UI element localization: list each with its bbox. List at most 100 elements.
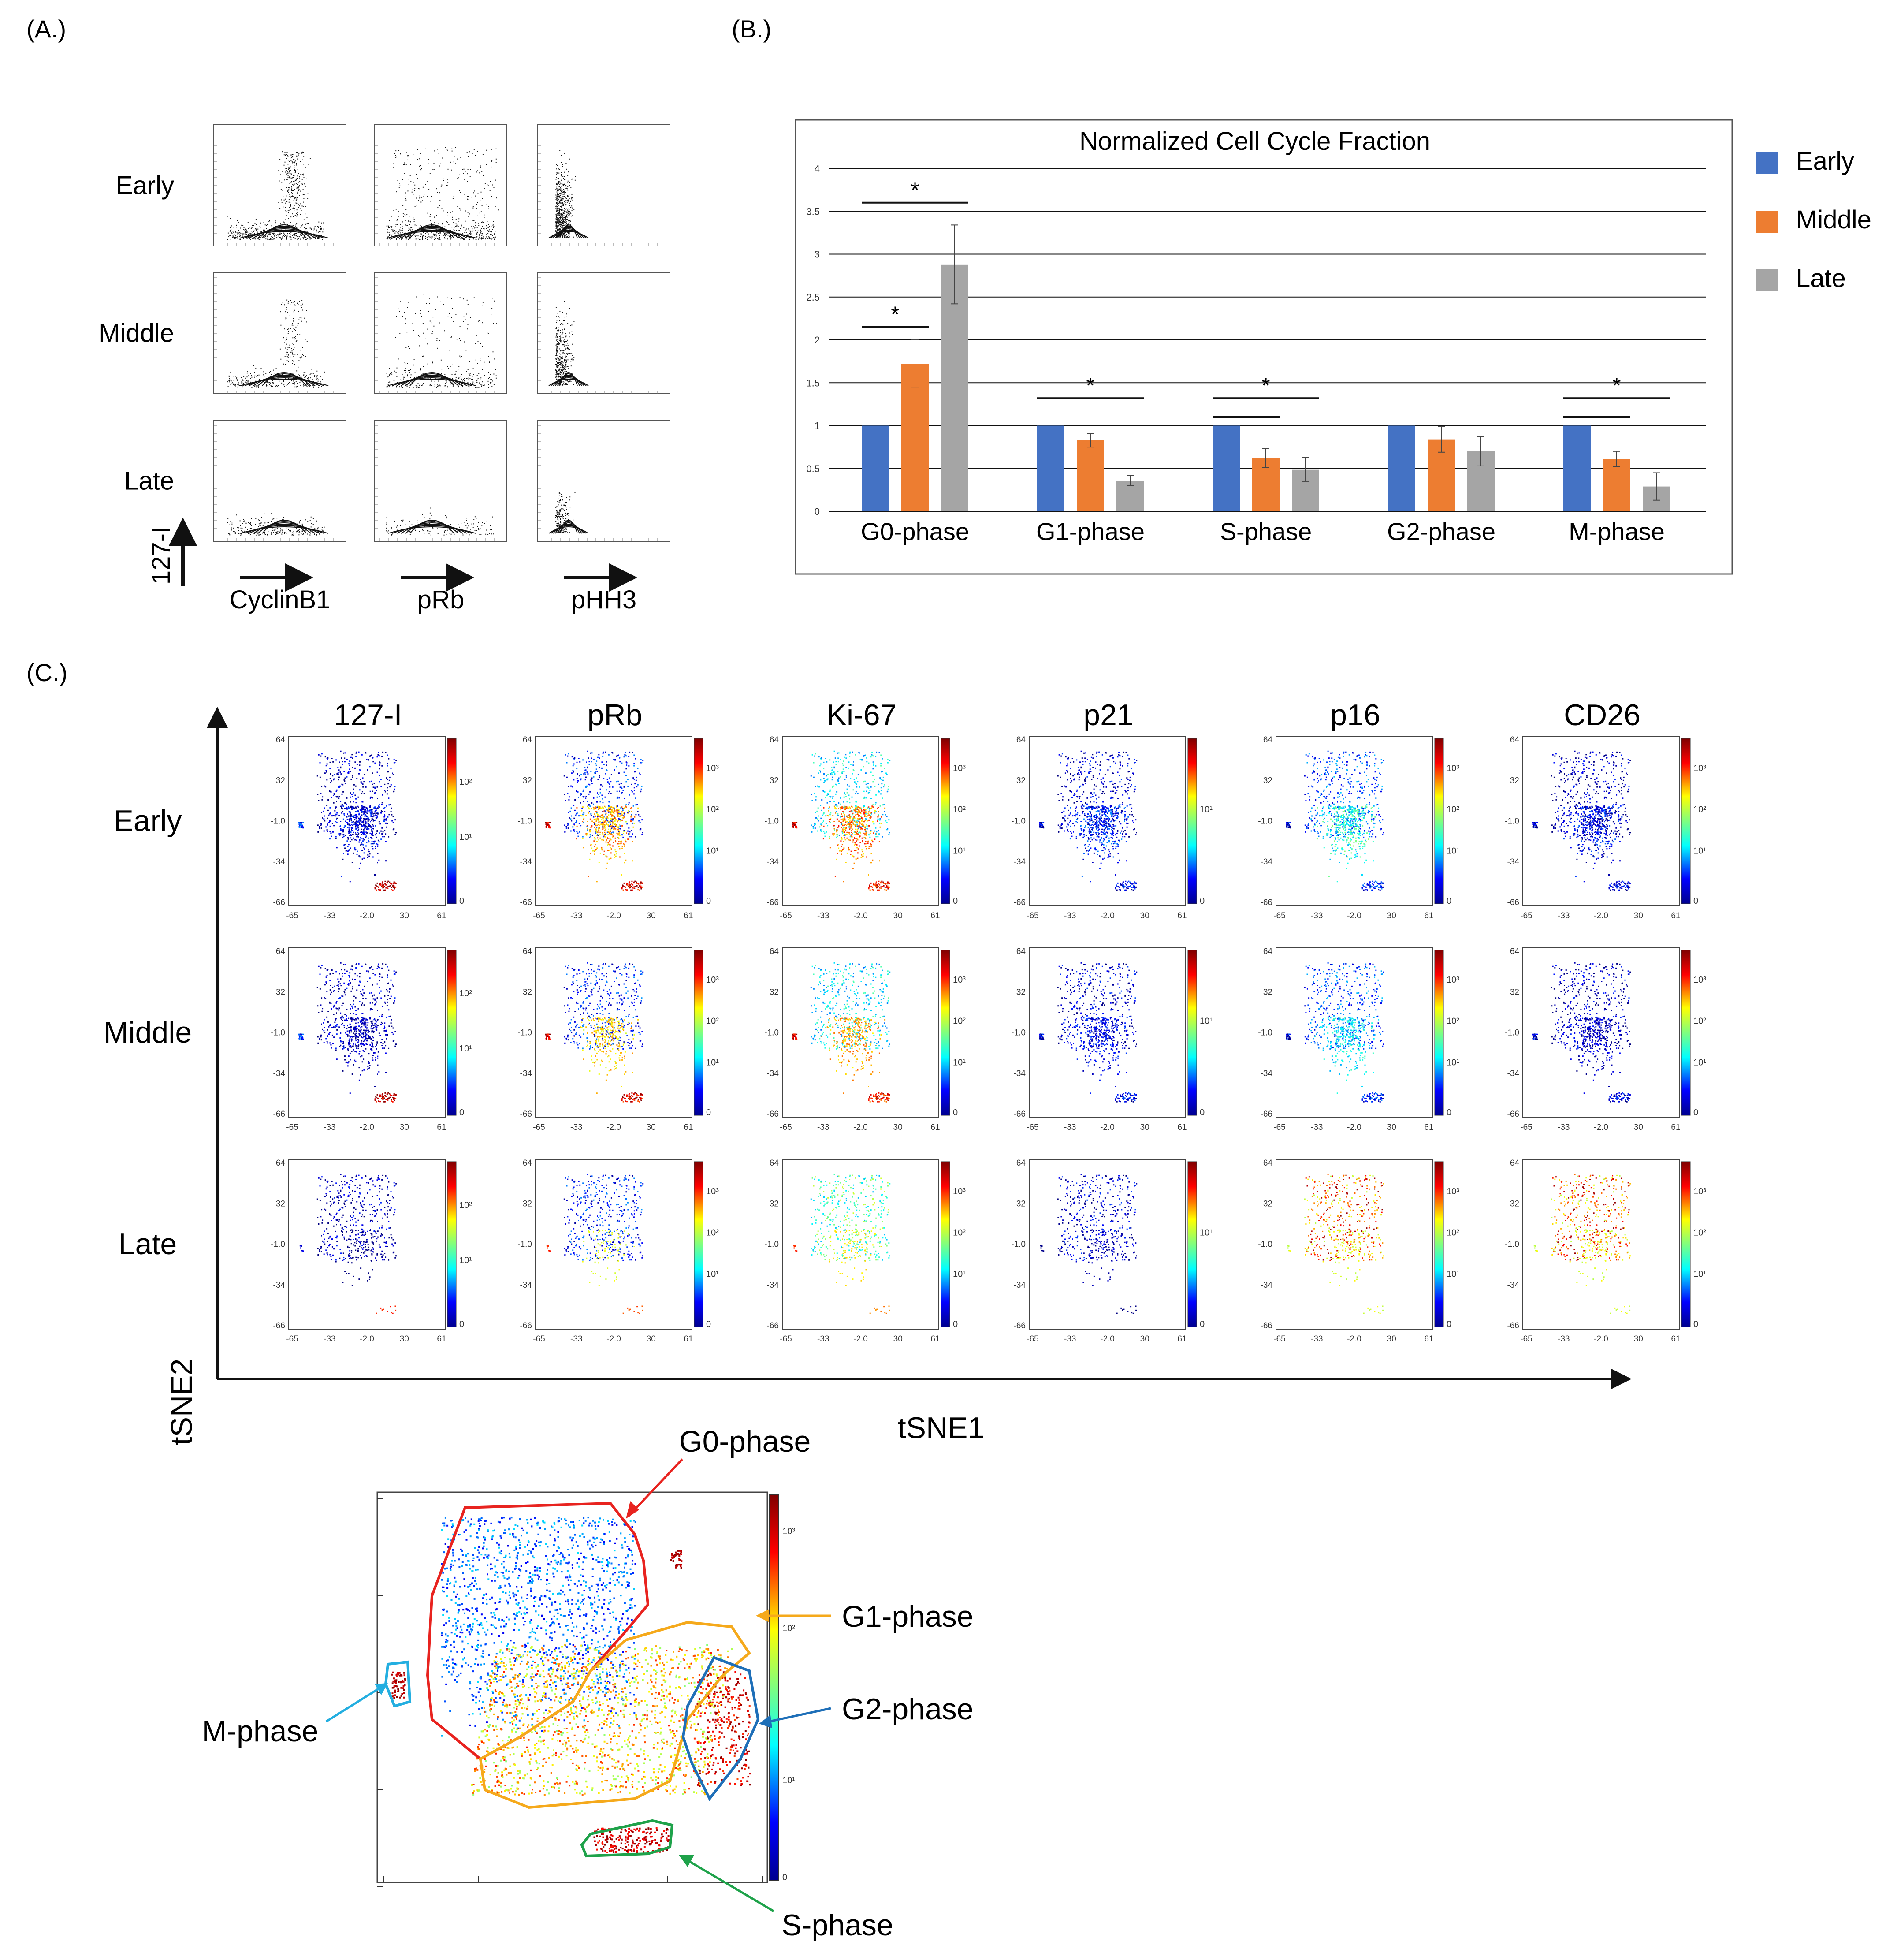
legend-swatch-early (1756, 152, 1778, 174)
tsne-points (1358, 1027, 1359, 1029)
tsne-points (837, 1194, 843, 1197)
tsne-points (1327, 767, 1329, 769)
tsne-points (1381, 882, 1383, 884)
tsne-points (792, 826, 794, 827)
tsne-y-tick: -34 (1014, 857, 1026, 867)
tsne-y-tick: -34 (1014, 1069, 1026, 1078)
tsne-points (875, 1094, 877, 1096)
tsne-points (378, 1178, 380, 1180)
tsne-points (1351, 812, 1353, 813)
tsne-points (392, 1098, 394, 1099)
tsne-points (615, 1068, 616, 1069)
tsne-points (591, 1271, 593, 1272)
tsne-points (567, 1251, 569, 1252)
tsne-points (576, 968, 610, 1033)
tsne-points (379, 1094, 381, 1096)
tsne-points (592, 1018, 594, 1020)
panel-a-col-label-prb: pRb (417, 585, 464, 614)
tsne-points (844, 1005, 846, 1007)
tsne-points (1104, 852, 1105, 854)
tsne-points (1615, 833, 1617, 835)
tsne-points (1381, 1094, 1383, 1096)
tsne-points (866, 1036, 867, 1037)
tsne-points (589, 830, 591, 831)
tsne-points (346, 1033, 348, 1035)
tsne-points (878, 1052, 880, 1054)
tsne-points (1326, 761, 1328, 763)
tsne-points (840, 1226, 841, 1228)
tsne-points (1339, 834, 1340, 835)
tsne-points (866, 824, 867, 826)
tsne-y-tick: 64 (523, 735, 532, 745)
tsne-points (619, 824, 621, 826)
tsne-points (1109, 810, 1111, 812)
tsne-y-tick: 32 (1016, 776, 1026, 785)
tsne-points (632, 822, 633, 824)
tsne-points (598, 834, 600, 835)
tsne-points (301, 1245, 302, 1247)
tsne-points (1364, 1094, 1365, 1096)
tsne-points (1367, 1096, 1369, 1097)
tsne-points (640, 1097, 642, 1099)
tsne-points (821, 799, 823, 801)
tsne-points (811, 824, 812, 826)
tsne-points (609, 1229, 610, 1230)
tsne-points (336, 1245, 338, 1247)
tsne-points (298, 1033, 300, 1035)
tsne-points (1335, 1040, 1337, 1042)
tsne-points (605, 1237, 607, 1239)
tsne-points (822, 1026, 823, 1028)
tsne-points (869, 1001, 871, 1003)
tsne-points (355, 1225, 357, 1227)
tsne-y-tick: 32 (770, 987, 779, 997)
tsne-points (628, 804, 629, 805)
tsne-points (846, 1043, 848, 1045)
tsne-points (571, 1027, 572, 1028)
tsne-points (858, 1034, 860, 1036)
tsne-points (1377, 804, 1379, 805)
tsne-x-tick: 61 (684, 911, 693, 920)
tsne-x-tick: 30 (647, 1123, 656, 1132)
contour-line (253, 375, 316, 386)
tsne-points (1102, 807, 1104, 809)
tsne-points (1372, 963, 1374, 965)
tsne-points (394, 1305, 396, 1307)
tsne-points (587, 1196, 589, 1198)
tsne-points (829, 1033, 831, 1035)
tsne-points (584, 774, 586, 775)
tsne-points (1348, 1019, 1350, 1021)
tsne-points (583, 1029, 585, 1031)
tsne-points (878, 1095, 880, 1096)
tsne-points (849, 802, 851, 804)
tsne-points (356, 1201, 358, 1203)
tsne-points (834, 985, 836, 987)
tsne-points (1061, 965, 1094, 1043)
tsne-points (836, 1017, 838, 1019)
tsne-x-tick: -33 (817, 911, 829, 920)
tsne-points (585, 796, 587, 797)
tsne-x-tick: -2.0 (606, 911, 621, 920)
tsne-points (871, 1093, 877, 1099)
tsne-points (854, 838, 856, 839)
tsne-colorbar-tick: 0 (706, 1108, 711, 1118)
tsne-points (630, 1101, 632, 1103)
tsne-points (1338, 824, 1340, 825)
tsne-colorbar-tick: 10² (1447, 1017, 1459, 1026)
tsne-points (873, 1035, 875, 1036)
tsne-points (883, 998, 885, 999)
tsne-points (623, 983, 625, 985)
bar-chart-significance: *** * * (862, 178, 1670, 418)
tsne-points (579, 831, 580, 833)
tsne-points (599, 767, 600, 768)
tsne-colorbar-tick: 0 (706, 1319, 711, 1329)
tsne-points (836, 1041, 838, 1043)
tsne-y-tick: 32 (770, 776, 779, 785)
tsne-points (1372, 841, 1374, 842)
tsne-points (606, 1020, 608, 1022)
tsne-points (602, 1028, 604, 1029)
tsne-points (1379, 1101, 1381, 1103)
tsne-points (623, 1094, 625, 1096)
tsne-points (1083, 818, 1085, 820)
tsne-points (636, 776, 637, 778)
tsne-points (336, 1006, 383, 1060)
